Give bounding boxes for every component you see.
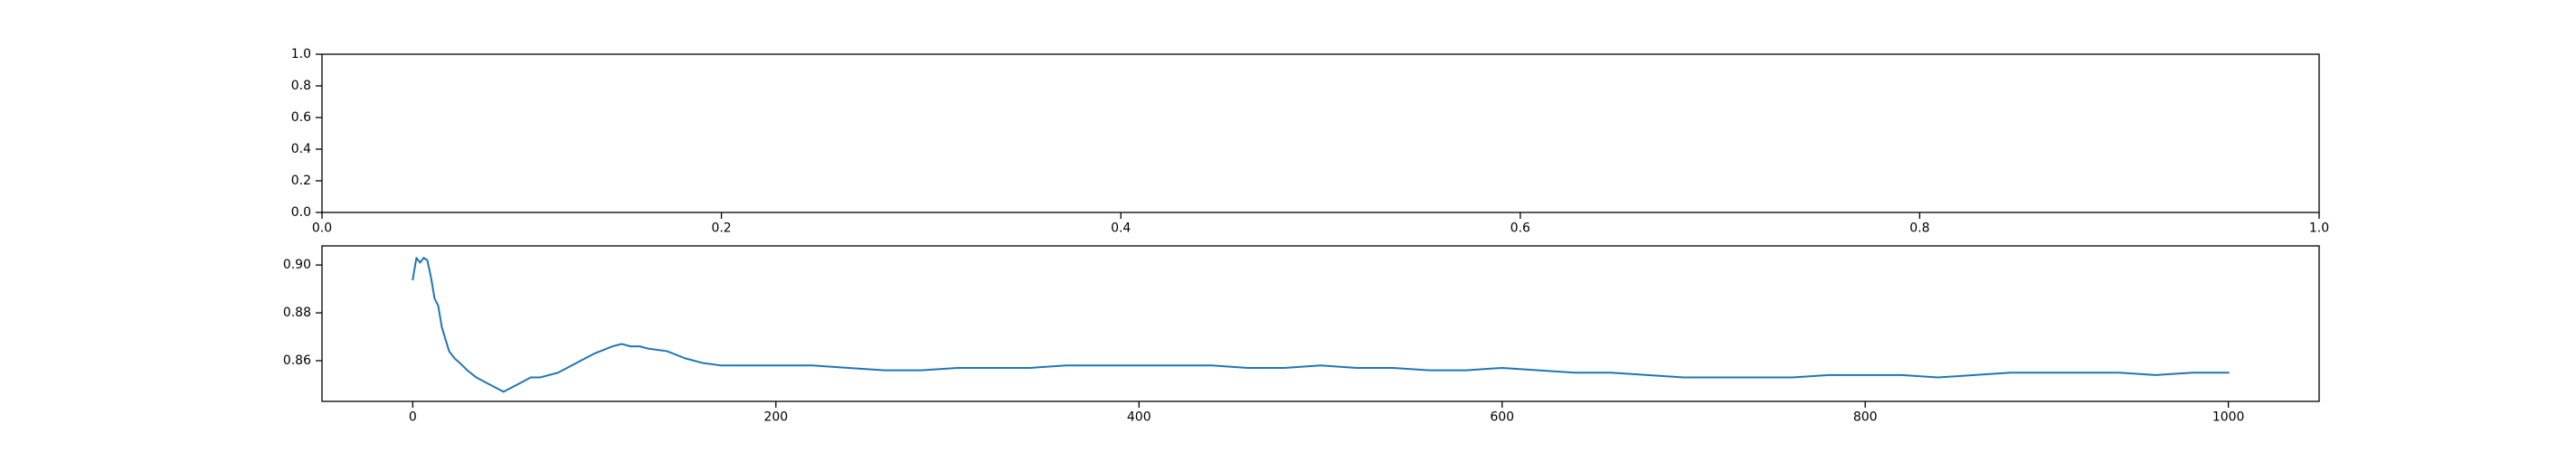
y-tick-label: 0.90 xyxy=(283,258,311,272)
series-line-0 xyxy=(412,257,2230,393)
x-tick-label: 600 xyxy=(1490,410,1514,425)
y-tick-label: 0.0 xyxy=(291,205,311,220)
bottom-axes: 0 200 400 600 800 1000 0.86 0.88 0.90 xyxy=(283,245,2320,425)
x-tick-label: 1000 xyxy=(2212,410,2245,425)
y-tick-label: 1.0 xyxy=(291,47,311,61)
x-tick-label: 200 xyxy=(763,410,788,425)
y-tick-label: 0.86 xyxy=(283,353,311,368)
x-tick-label: 1.0 xyxy=(2309,221,2329,236)
x-tick-label: 400 xyxy=(1127,410,1151,425)
x-tick-label: 800 xyxy=(1853,410,1878,425)
top-axes: 0.0 0.2 0.4 0.6 0.8 1.0 0.0 0.2 0.4 0.6 0.8 1.0 xyxy=(291,47,2329,236)
y-tick-label: 0.2 xyxy=(291,174,311,188)
y-tick-label: 0.8 xyxy=(291,79,311,93)
axes-frame xyxy=(321,53,2320,213)
y-tick-label: 0.88 xyxy=(283,306,311,320)
axes-frame xyxy=(321,245,2320,402)
y-tick-label: 0.6 xyxy=(291,110,311,125)
x-tick-label: 0.2 xyxy=(711,221,731,236)
x-tick-label: 0 xyxy=(409,410,417,425)
x-tick-label: 0.4 xyxy=(1111,221,1131,236)
x-tick-label: 0.8 xyxy=(1909,221,1929,236)
x-tick-label: 0.0 xyxy=(312,221,332,236)
y-tick-label: 0.4 xyxy=(291,142,311,156)
x-tick-label: 0.6 xyxy=(1511,221,1530,236)
